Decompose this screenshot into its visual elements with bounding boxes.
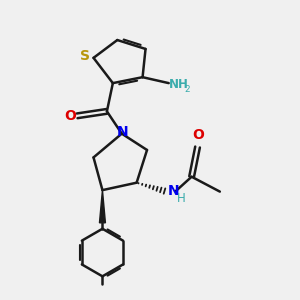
Text: 2: 2 (185, 85, 191, 94)
Text: O: O (65, 109, 76, 123)
Text: N: N (116, 125, 128, 139)
Text: NH: NH (169, 78, 189, 91)
Text: H: H (177, 192, 185, 205)
Text: S: S (80, 50, 90, 63)
Text: O: O (192, 128, 204, 142)
Polygon shape (100, 190, 105, 223)
Text: N: N (168, 184, 179, 198)
